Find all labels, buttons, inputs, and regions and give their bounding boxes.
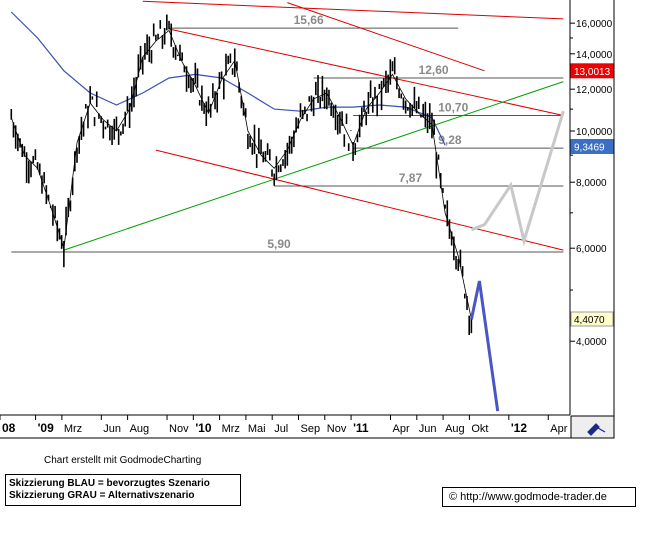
trend-line [287, 2, 485, 72]
y-tick-label: 10,0000 [576, 127, 613, 138]
value-tag-label: 4,4070 [574, 315, 605, 326]
plot-area [0, 0, 570, 415]
value-tags: 13,0013 9,3469 4,4070 [570, 63, 614, 327]
x-tick-label: Aug [445, 423, 465, 435]
x-tick-label: '09 [38, 421, 55, 435]
scenario-lines [469, 110, 565, 412]
value-tag [570, 63, 614, 79]
y-tick-label: 4,0000 [576, 337, 607, 348]
x-tick-label: Mai [248, 423, 266, 435]
horizontal-levels: 15,66 12,60 10,70 9,28 7,87 5,90 [11, 13, 564, 253]
level-label: 15,66 [294, 13, 324, 27]
x-tick-label: '12 [511, 421, 528, 435]
y-tick-label: 16,0000 [576, 19, 613, 30]
x-tick-label: 08 [2, 421, 16, 435]
y-tick-label: 12,0000 [576, 85, 613, 96]
draw-tool-icon[interactable] [587, 423, 606, 436]
level-label: 12,60 [419, 63, 449, 77]
trend-line [168, 28, 564, 116]
x-tick-label: Mrz [64, 423, 82, 435]
scenario-legend: Skizzierung BLAU = bevorzugtes Szenario … [5, 474, 241, 506]
x-tick-label: Jul [274, 423, 288, 435]
trend-line [63, 81, 564, 251]
x-tick-label: Apr [393, 423, 410, 435]
x-tick-label: Sep [300, 423, 320, 435]
x-tick-label: Nov [169, 423, 189, 435]
x-tick-label: Jun [103, 423, 121, 435]
chart-credit: Chart erstellt mit GodmodeCharting [44, 455, 202, 466]
trend-line [142, 0, 564, 20]
level-label: 9,28 [438, 133, 462, 147]
x-axis-band [0, 416, 614, 438]
y-axis: 4,0000 6,0000 8,0000 10,0000 12,0000 14,0000 1… [570, 19, 613, 348]
legend-gray-scenario: Skizzierung GRAU = Alternativszenario [9, 490, 195, 501]
trend-line [155, 149, 564, 251]
level-label: 7,87 [399, 171, 423, 185]
moving-average [10, 11, 446, 146]
value-tag-label: 9,3469 [574, 142, 605, 153]
x-tick-label: Mrz [222, 423, 240, 435]
value-tag [570, 138, 614, 154]
legend-blue-scenario: Skizzierung BLAU = bevorzugtes Szenario [9, 478, 210, 489]
trend-lines [63, 0, 564, 251]
y-tick-label: 14,0000 [576, 50, 613, 61]
x-tick-label: Jun [419, 423, 437, 435]
price-line [10, 29, 472, 320]
x-axis: 08 '09 Mrz Jun Aug Nov '10 Mrz Mai Jul Sep Nov '11 Ap… [0, 415, 568, 435]
level-label: 10,70 [438, 100, 468, 114]
x-tick-label: Apr [550, 423, 567, 435]
x-tick-label: '11 [353, 421, 369, 435]
gray-scenario-path [470, 110, 565, 247]
y-tick-label: 6,0000 [576, 244, 607, 255]
level-label: 5,90 [267, 237, 291, 251]
value-tag-label: 13,0013 [574, 67, 611, 78]
y-tick-label: 8,0000 [576, 178, 607, 189]
x-tick-label: Nov [327, 423, 347, 435]
x-tick-label: Aug [130, 423, 150, 435]
blue-scenario-path [469, 280, 500, 412]
moving-average-line [10, 11, 446, 146]
x-tick-label: '10 [195, 421, 212, 435]
x-tick-label: Okt [471, 423, 488, 435]
value-tag [570, 311, 614, 327]
price-series [10, 14, 473, 335]
source-url-link[interactable]: © http://www.godmode-trader.de [442, 487, 636, 507]
